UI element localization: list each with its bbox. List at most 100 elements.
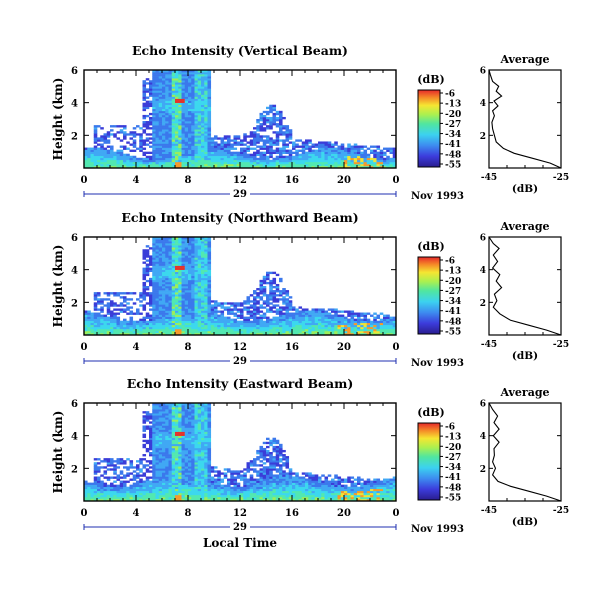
heatmap-cell bbox=[214, 153, 218, 157]
heatmap-cell bbox=[97, 157, 101, 161]
heatmap-cell bbox=[288, 324, 293, 328]
heatmap-cell bbox=[113, 494, 117, 498]
heatmap-cell bbox=[165, 330, 169, 334]
heatmap-cell bbox=[158, 116, 163, 120]
heatmap-cell bbox=[129, 161, 134, 165]
heatmap-cell bbox=[207, 281, 212, 285]
heatmap-cell bbox=[370, 159, 374, 163]
heatmap-cell bbox=[168, 330, 173, 334]
heatmap-cell bbox=[106, 458, 111, 461]
heatmap-cell bbox=[155, 474, 160, 477]
heatmap-cell bbox=[220, 137, 225, 140]
heatmap-cell bbox=[165, 425, 169, 428]
heatmap-cell bbox=[149, 84, 153, 87]
heatmap-cell bbox=[285, 314, 290, 317]
heatmap-cell bbox=[113, 330, 117, 334]
heatmap-cell bbox=[366, 153, 371, 157]
heatmap-cell bbox=[379, 149, 384, 152]
heatmap-cell bbox=[292, 161, 296, 165]
heatmap-cell bbox=[113, 476, 117, 479]
heatmap-cell bbox=[168, 474, 173, 477]
heatmap-cell bbox=[184, 131, 189, 134]
heatmap-cell bbox=[376, 155, 381, 159]
colorbar-tick-label: -41 bbox=[445, 307, 461, 317]
heatmap-cell bbox=[103, 139, 108, 142]
heatmap-cell bbox=[149, 133, 153, 136]
heatmap-cell bbox=[171, 157, 176, 161]
heatmap-cell bbox=[100, 474, 104, 477]
heatmap-cell bbox=[230, 155, 234, 159]
heatmap-cell bbox=[103, 332, 108, 336]
heatmap-cell bbox=[171, 106, 176, 110]
heatmap-cell bbox=[158, 259, 163, 262]
heatmap-cell bbox=[113, 470, 117, 473]
heatmap-cell bbox=[188, 143, 192, 146]
heatmap-cell bbox=[279, 157, 283, 161]
heatmap-cell bbox=[249, 143, 254, 146]
heatmap-cell bbox=[227, 145, 231, 148]
heatmap-cell bbox=[152, 281, 156, 285]
heatmap-cell bbox=[184, 328, 189, 332]
heatmap-cell bbox=[132, 322, 137, 326]
heatmap-cell bbox=[353, 312, 358, 315]
heatmap-cell bbox=[152, 243, 156, 246]
heatmap-cell bbox=[246, 318, 251, 322]
heatmap-cell bbox=[158, 437, 163, 441]
heatmap-cell bbox=[194, 145, 199, 148]
heatmap-cell bbox=[149, 247, 153, 250]
heatmap-cell bbox=[100, 143, 104, 146]
heatmap-cell bbox=[119, 163, 124, 167]
heatmap-cell bbox=[155, 149, 160, 152]
heatmap-cell bbox=[357, 312, 361, 315]
heatmap-cell bbox=[184, 123, 189, 126]
heatmap-cell bbox=[194, 320, 199, 324]
heatmap-cell bbox=[181, 161, 186, 165]
heatmap-cell bbox=[230, 145, 234, 148]
heatmap-cell bbox=[165, 247, 169, 250]
heatmap-cell bbox=[288, 308, 293, 311]
heatmap-cell bbox=[132, 490, 137, 494]
heatmap-cell bbox=[207, 80, 212, 83]
heatmap-cell bbox=[246, 135, 251, 138]
heatmap-cell bbox=[97, 165, 101, 169]
heatmap-cell bbox=[97, 482, 101, 485]
heatmap-cell bbox=[282, 328, 286, 332]
heatmap-cell bbox=[165, 439, 169, 443]
heatmap-cell bbox=[142, 439, 147, 443]
heatmap-cell bbox=[168, 425, 173, 428]
heatmap-cell bbox=[175, 259, 179, 262]
heatmap-cell bbox=[386, 147, 390, 150]
heatmap-cell bbox=[191, 143, 195, 146]
heatmap-cell bbox=[191, 92, 195, 95]
heatmap-cell bbox=[113, 157, 117, 161]
heatmap-cell bbox=[136, 484, 140, 488]
heatmap-cell bbox=[178, 449, 182, 453]
heatmap-cell bbox=[188, 141, 192, 144]
heatmap-cell bbox=[331, 310, 335, 313]
heatmap-cell bbox=[84, 318, 88, 322]
heatmap-cell bbox=[266, 147, 270, 150]
heatmap-cell bbox=[197, 304, 202, 307]
heatmap-cell bbox=[337, 318, 342, 322]
heatmap-cell bbox=[168, 149, 173, 152]
heatmap-cell bbox=[162, 80, 166, 83]
heatmap-cell bbox=[334, 314, 338, 317]
heatmap-cell bbox=[136, 165, 140, 169]
heatmap-cell bbox=[259, 310, 264, 313]
heatmap-cell bbox=[301, 145, 306, 148]
heatmap-cell bbox=[191, 279, 195, 283]
heatmap-cell bbox=[298, 155, 303, 159]
heatmap-cell bbox=[158, 466, 163, 469]
heatmap-cell bbox=[149, 119, 153, 122]
heatmap-cell bbox=[188, 332, 192, 336]
heatmap-cell bbox=[113, 324, 117, 328]
heatmap-cell bbox=[279, 330, 283, 334]
heatmap-cell bbox=[262, 288, 267, 291]
heatmap-cell bbox=[230, 320, 234, 324]
heatmap-cell bbox=[210, 143, 215, 146]
heatmap-cell bbox=[139, 496, 143, 500]
heatmap-cell bbox=[266, 106, 270, 110]
heatmap-cell bbox=[97, 137, 101, 140]
heatmap-cell bbox=[158, 411, 163, 414]
heatmap-cell bbox=[93, 131, 98, 134]
